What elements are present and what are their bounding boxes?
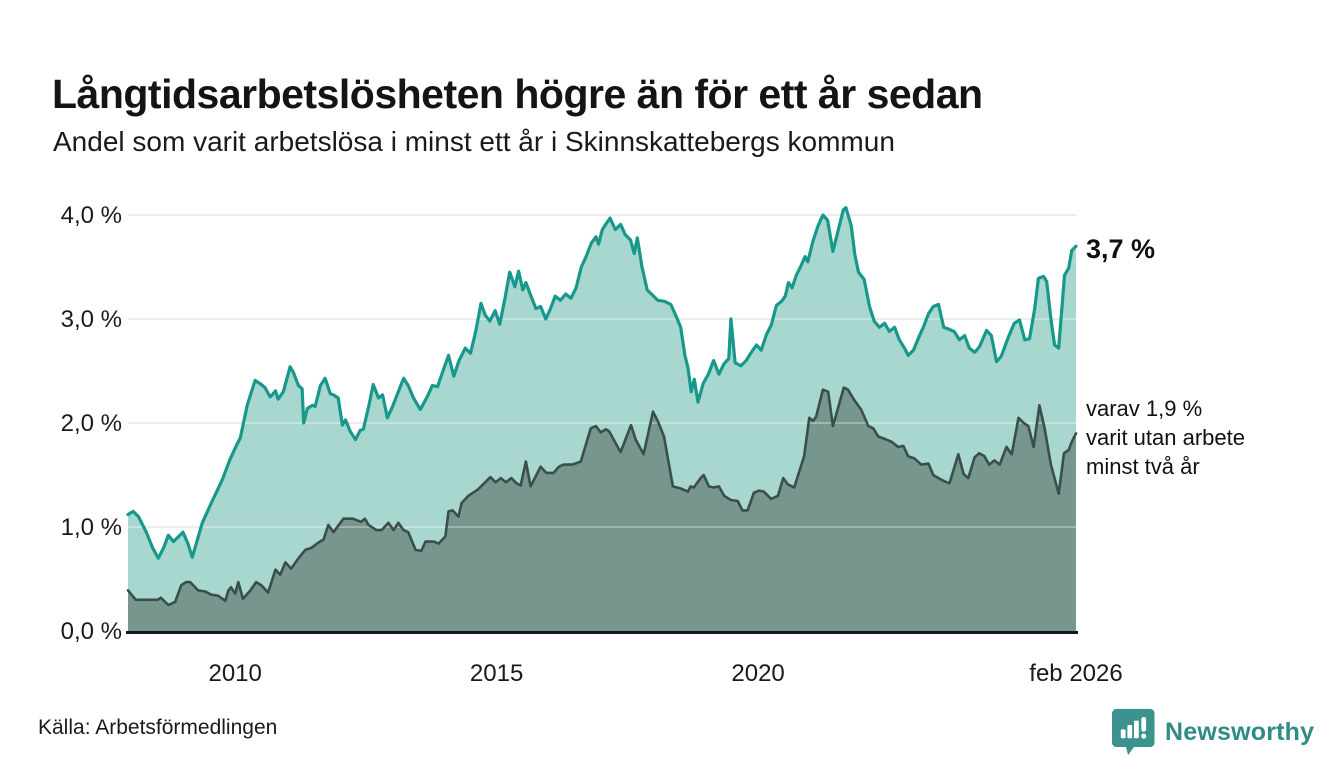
brand-name: Newsworthy xyxy=(1165,717,1315,746)
y-tick-label: 0,0 % xyxy=(60,618,122,645)
x-tick-label: 2015 xyxy=(469,660,524,687)
series-over-1-year-line xyxy=(126,206,1078,560)
series-over-2-years-area xyxy=(128,387,1076,631)
y-tick-label: 1,0 % xyxy=(60,514,122,541)
y-tick-label: 3,0 % xyxy=(60,306,122,333)
y-tick-label: 2,0 % xyxy=(60,410,122,437)
page-title: Långtidsarbetslösheten högre än för ett … xyxy=(52,71,983,118)
page-subtitle: Andel som varit arbetslösa i minst ett å… xyxy=(53,126,895,157)
x-tick-label: 2010 xyxy=(208,660,262,687)
brand-logo: Newsworthy xyxy=(1112,708,1314,756)
series-over-2-years-line xyxy=(126,386,1078,607)
x-tick-label: feb 2026 xyxy=(1029,660,1123,687)
newsworthy-icon xyxy=(1112,708,1156,756)
latest-value-label: 3,7 % xyxy=(1086,234,1156,264)
source-note: Källa: Arbetsförmedlingen xyxy=(38,716,278,739)
secondary-series-label: varav 1,9 % varit utan arbete minst två … xyxy=(1086,396,1245,479)
y-tick-label: 4,0 % xyxy=(60,202,122,229)
x-tick-label: 2020 xyxy=(731,660,785,687)
